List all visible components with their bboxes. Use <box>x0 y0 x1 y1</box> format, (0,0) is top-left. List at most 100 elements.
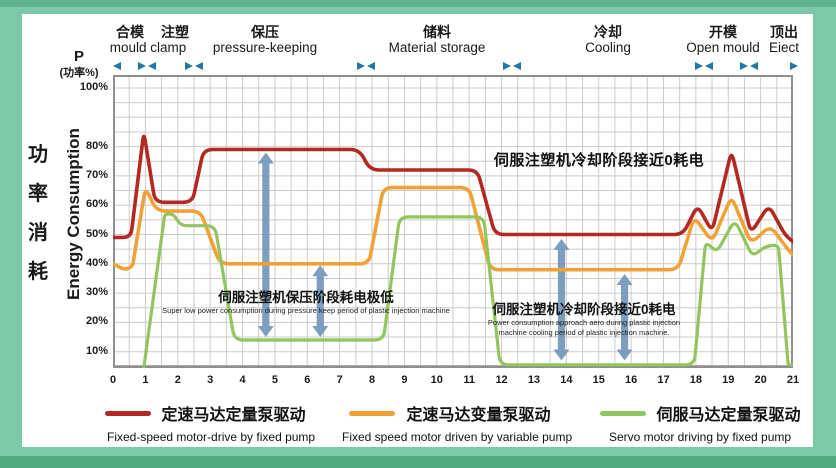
phase-label-en: pressure-keeping <box>212 40 318 55</box>
legend-item: 伺服马达定量泵驱动 Servo motor driving by fixed pu… <box>599 401 801 444</box>
comparison-arrow-icon <box>312 265 329 338</box>
phase-marker-left-icon <box>148 62 156 70</box>
legend-label-en: Servo motor driving by fixed pump <box>608 430 792 444</box>
legend-label-cn: 伺服马达定量泵驱动 <box>656 407 801 424</box>
phase-marker-right-icon <box>695 62 703 70</box>
x-tick-label: 2 <box>174 374 181 386</box>
annotation-cooling-near-zero-cn: 伺服注塑机冷却阶段接近0耗电 <box>492 302 676 317</box>
comparison-arrow-icon <box>553 238 570 361</box>
phase-label-en: Cooling <box>585 40 631 55</box>
annotation-line: Power consumption approach aero during p… <box>487 318 681 327</box>
y-tick-label: 70% <box>85 168 108 181</box>
bottom-border-band <box>0 456 836 468</box>
phase-marker-right-icon <box>503 62 511 70</box>
y-tick-label: 20% <box>85 315 108 328</box>
cn-title-char: 消 <box>28 222 48 244</box>
x-tick-label: 9 <box>401 374 408 386</box>
x-tick-label: 0 <box>109 374 117 386</box>
y-tick-label: 60% <box>85 198 108 211</box>
x-tick-label: 7 <box>336 374 343 386</box>
comparison-arrow-icon <box>616 274 633 361</box>
x-tick-label: 21 <box>786 374 800 386</box>
series-curve <box>142 212 793 368</box>
x-tick-label: 6 <box>304 374 311 386</box>
x-tick-label: 15 <box>592 374 605 386</box>
y-axis-title-chinese: 功率消耗 <box>26 136 50 292</box>
p-symbol: P <box>73 48 84 65</box>
legend-line-swatch <box>104 410 151 416</box>
x-tick-label: 5 <box>271 374 278 386</box>
annotation-line: machine cooling period of plastic inject… <box>498 327 670 337</box>
phase-label-cn: 合模 <box>116 24 144 40</box>
phase-label-cn: 保压 <box>251 24 279 40</box>
legend-label-en: Fixed-speed motor-drive by fixed pump <box>107 430 316 444</box>
cn-title-char: 功 <box>28 144 48 166</box>
legend-label-en: Fixed speed motor driven by variable pum… <box>342 430 573 444</box>
phase-marker-right-icon <box>138 62 146 70</box>
y-tick-label: 40% <box>85 256 108 269</box>
phase-marker-left-icon <box>705 62 713 70</box>
x-tick-label: 4 <box>239 374 246 386</box>
x-tick-label: 13 <box>527 374 541 386</box>
phase-marker-right-icon <box>357 62 365 70</box>
phase-marker-left-icon <box>113 62 121 70</box>
annotation-pressure-keeping-cn: 伺服注塑机保压阶段耗电极低 <box>218 290 394 305</box>
phase-label-en: Eiect <box>768 40 800 55</box>
x-tick-label: 11 <box>463 374 475 386</box>
legend-row: 伺服马达定量泵驱动 <box>599 401 801 425</box>
x-tick-label: 1 <box>142 374 149 386</box>
phase-label-cn: 注塑 <box>161 24 189 40</box>
phase-label-cn: 储料 <box>423 24 451 40</box>
phase-marker-right-icon <box>740 62 748 70</box>
plot-area <box>113 75 793 368</box>
cn-title-char: 耗 <box>28 261 48 283</box>
phase-marker-left-icon <box>513 62 521 70</box>
x-tick-label: 14 <box>560 374 573 386</box>
phase-label-cn: 冷却 <box>594 24 622 40</box>
series-curve <box>113 134 793 244</box>
legend-label-cn: 定速马达定量泵驱动 <box>161 407 306 424</box>
y-tick-label: 50% <box>85 227 108 240</box>
annotation-cooling-near-zero-top: 伺服注塑机冷却阶段接近0耗电 <box>493 152 705 169</box>
x-tick-label: 10 <box>430 374 443 386</box>
chart-panel <box>22 14 813 447</box>
phase-marker-left-icon <box>750 62 758 70</box>
legend-item: 定速马达定量泵驱动 Fixed-speed motor-drive by fixe… <box>104 401 316 444</box>
annotation-pressure-keeping: 伺服注塑机保压阶段耗电极低 Super low power consumptio… <box>162 286 450 316</box>
x-tick-label: 3 <box>207 374 214 386</box>
legend-row: 定速马达定量泵驱动 <box>104 401 306 425</box>
phase-marker-right-icon <box>185 62 193 70</box>
phase-label-cn: 顶出 <box>770 24 798 40</box>
x-tick-label: 8 <box>368 374 376 386</box>
annotation-pressure-keeping-en: Super low power consumption during press… <box>162 306 450 315</box>
phase-label-en: mould clamp <box>109 40 187 55</box>
x-tick-label: 12 <box>495 374 508 386</box>
y-tick-label: 30% <box>85 286 108 299</box>
y-tick-label: 10% <box>85 344 108 357</box>
chart-svg <box>113 75 793 368</box>
p-percent-label: (功率%) <box>59 67 99 79</box>
phase-label-en: Open mould <box>686 40 760 55</box>
legend-label-cn: 定速马达变量泵驱动 <box>406 407 551 424</box>
x-tick-label: 20 <box>754 374 767 386</box>
legend-line-swatch <box>599 410 646 416</box>
top-border-band <box>0 0 836 7</box>
phase-label-cn: 开模 <box>709 24 737 40</box>
y-axis-unit-label: P (功率%) <box>46 49 112 80</box>
series-curve <box>113 185 793 272</box>
x-tick-label: 18 <box>689 374 702 386</box>
annotation-cooling-near-zero: 伺服注塑机冷却阶段接近0耗电 Power consumption approac… <box>488 298 680 337</box>
phase-marker-left-icon <box>367 62 375 70</box>
legend-row: 定速马达变量泵驱动 <box>342 401 558 425</box>
annotation-cooling-near-zero-en: Power consumption approach aero during p… <box>488 318 680 337</box>
comparison-arrow-icon <box>257 152 274 338</box>
phase-marker-right-icon <box>790 62 798 70</box>
x-tick-label: 19 <box>722 374 735 386</box>
phase-marker-left-icon <box>195 62 203 70</box>
y-tick-label: 80% <box>85 139 108 152</box>
legend-line-swatch <box>349 410 396 416</box>
cn-title-char: 率 <box>28 183 48 205</box>
legend-item: 定速马达变量泵驱动 Fixed speed motor driven by var… <box>342 401 573 444</box>
phase-label-en: Material storage <box>388 40 486 55</box>
